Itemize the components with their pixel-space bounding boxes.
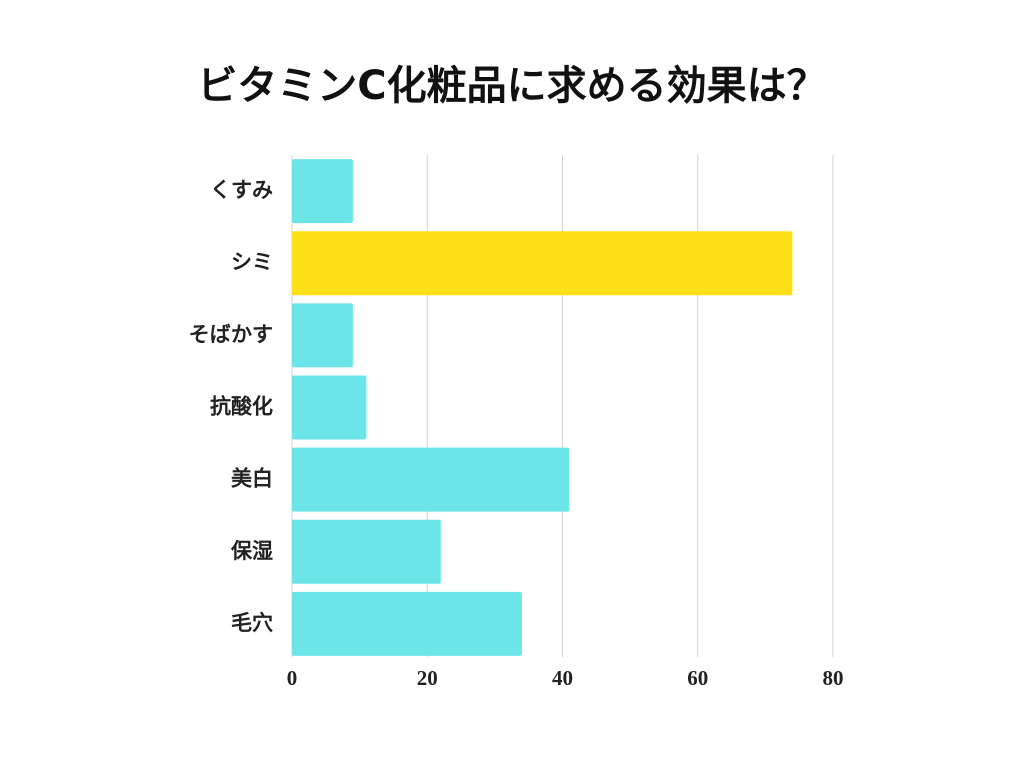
chart-title: ビタミンC化粧品に求める効果は？: [197, 63, 826, 109]
bar: [292, 375, 367, 440]
y-tick-label: 毛穴: [231, 611, 273, 635]
bar: [292, 447, 570, 512]
bar: [292, 303, 353, 368]
y-tick-label: そばかす: [189, 322, 273, 346]
bar: [292, 231, 793, 296]
y-tick-label: シミ: [231, 250, 273, 274]
x-tick-label: 80: [823, 666, 844, 690]
x-tick-label: 0: [287, 666, 298, 690]
x-tick-label: 20: [417, 666, 438, 690]
x-tick-label: 40: [552, 666, 573, 690]
x-tick-label: 60: [687, 666, 708, 690]
y-tick-label: くすみ: [210, 178, 273, 202]
y-tick-label: 美白: [231, 467, 273, 491]
bar: [292, 591, 522, 656]
y-tick-label: 保湿: [230, 539, 273, 563]
bar: [292, 159, 353, 224]
bar: [292, 519, 441, 584]
y-tick-label: 抗酸化: [210, 395, 273, 419]
